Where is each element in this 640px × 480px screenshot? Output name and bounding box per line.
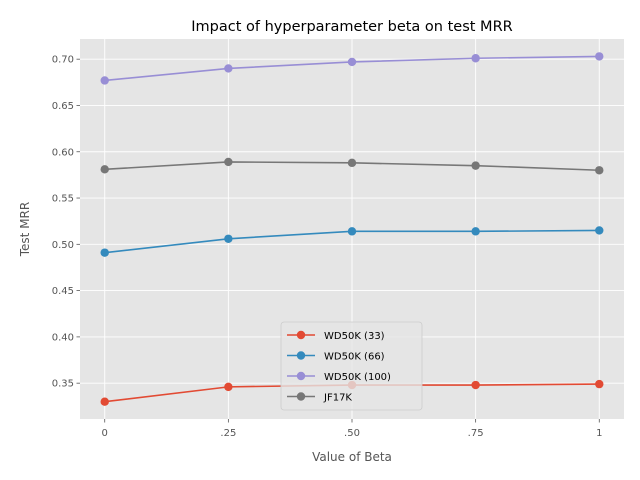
y-tick-label: 0.50 <box>52 240 74 251</box>
data-point <box>224 234 233 243</box>
data-point <box>347 57 357 67</box>
data-point <box>224 157 233 167</box>
data-point <box>347 227 357 236</box>
y-tick-label: 0.55 <box>52 194 74 205</box>
x-tick-label: 1 <box>596 428 602 439</box>
x-axis-title: Value of Beta <box>312 450 392 464</box>
legend-label: WD50K (66) <box>324 352 385 363</box>
legend-marker <box>296 371 306 381</box>
y-tick-label: 0.70 <box>52 55 74 66</box>
legend-box <box>280 321 423 411</box>
x-tick-label: .25 <box>220 428 236 439</box>
data-point <box>595 226 604 235</box>
legend-marker <box>296 351 306 360</box>
data-point <box>595 379 604 389</box>
y-tick-label: 0.35 <box>52 379 74 390</box>
data-point <box>471 54 480 63</box>
y-tick-label: 0.65 <box>52 101 74 112</box>
x-tick-label: 0 <box>102 428 108 439</box>
y-tick-label: 0.40 <box>52 332 74 343</box>
legend-marker <box>296 330 306 340</box>
y-tick-label: 0.60 <box>52 147 74 158</box>
data-point <box>471 161 480 170</box>
data-point <box>347 158 357 168</box>
y-tick-label: 0.45 <box>52 286 74 297</box>
legend-marker <box>296 392 306 401</box>
ticks: 0.35 0.40 0.45 0.50 0.55 0.60 0.65 0.70 0 .25 .50.… <box>52 55 603 439</box>
y-axis-title: Test MRR <box>18 202 32 257</box>
data-point <box>224 382 233 392</box>
data-point <box>471 380 480 390</box>
chart-title: Impact of hyperparameter beta on test MR… <box>191 19 512 35</box>
data-point <box>224 64 233 73</box>
data-point <box>100 165 109 174</box>
legend-label: WD50K (33) <box>324 331 385 342</box>
data-point <box>595 52 604 61</box>
series-layer <box>100 52 604 406</box>
x-tick-label: .50 <box>344 428 360 439</box>
legend-label: WD50K (100) <box>324 372 391 383</box>
data-point <box>100 397 109 406</box>
data-point <box>100 248 109 257</box>
x-tick-label: .75 <box>468 428 484 439</box>
data-point <box>471 227 480 236</box>
data-point <box>595 166 604 175</box>
legend-label: JF17K <box>323 393 352 404</box>
legend: WD50K (33) WD50K (66) WD50K (100) JF17K <box>280 321 423 411</box>
data-point <box>100 76 109 85</box>
